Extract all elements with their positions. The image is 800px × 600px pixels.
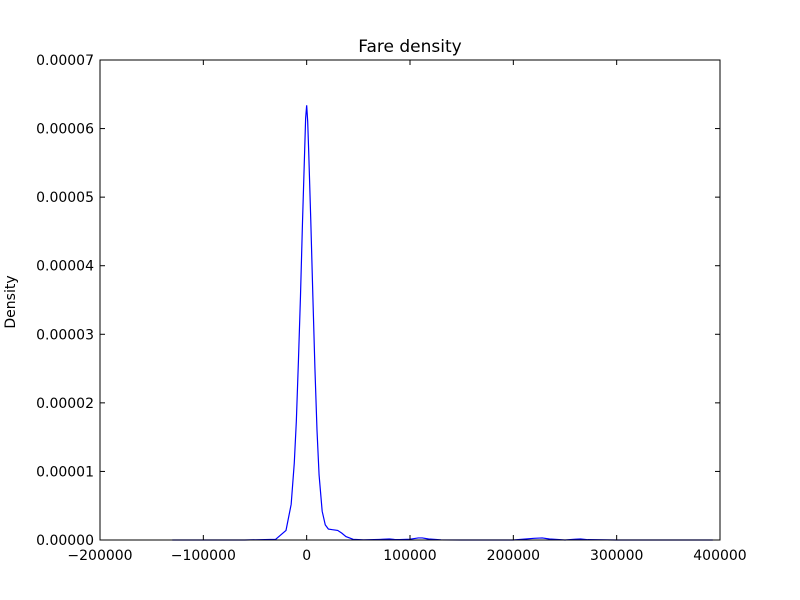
x-tick-label: 200000: [487, 548, 540, 564]
x-tick-label: −100000: [171, 548, 236, 564]
density-line: [172, 105, 712, 540]
x-tick-label: 0: [302, 548, 311, 564]
x-tick-label: 400000: [693, 548, 746, 564]
y-tick-label: 0.00006: [36, 122, 94, 138]
x-tick-label: 100000: [383, 548, 436, 564]
y-tick-label: 0.00002: [36, 396, 94, 412]
x-tick-label: 300000: [590, 548, 643, 564]
y-tick-label: 0.00005: [36, 190, 94, 206]
y-tick-label: 0.00004: [36, 259, 94, 275]
chart-title: Fare density: [358, 37, 461, 57]
plot-frame: [100, 60, 720, 540]
x-tick-label: −200000: [67, 548, 132, 564]
y-tick-label: 0.00000: [36, 533, 94, 549]
y-axis-label: Density: [3, 275, 19, 328]
y-tick-label: 0.00007: [36, 53, 94, 69]
y-tick-label: 0.00003: [36, 327, 94, 343]
y-tick-label: 0.00001: [36, 464, 94, 480]
